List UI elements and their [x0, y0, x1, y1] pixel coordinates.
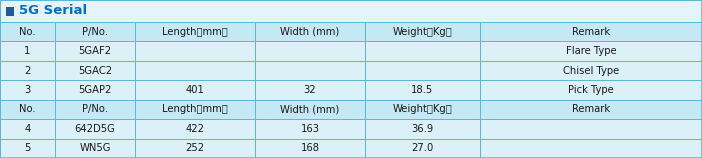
Bar	[255, 119, 365, 139]
Text: 5GAC2: 5GAC2	[78, 66, 112, 76]
Bar	[365, 80, 480, 100]
Text: 168: 168	[300, 143, 319, 153]
Text: Chisel Type: Chisel Type	[563, 66, 619, 76]
Bar	[255, 61, 365, 80]
Bar	[0, 61, 55, 80]
Bar	[55, 61, 135, 80]
Bar	[55, 80, 135, 100]
Text: Width (mm): Width (mm)	[280, 104, 340, 114]
Bar	[365, 41, 480, 61]
Text: No.: No.	[19, 104, 36, 114]
Bar	[480, 41, 702, 61]
Bar	[0, 0, 702, 22]
Bar	[55, 139, 135, 158]
Bar	[480, 119, 702, 139]
Bar	[480, 22, 702, 41]
Bar	[135, 119, 255, 139]
Text: 1: 1	[25, 46, 31, 56]
Bar	[0, 139, 55, 158]
Text: 163: 163	[300, 124, 319, 134]
Text: 5GAF2: 5GAF2	[79, 46, 112, 56]
Text: Flare Type: Flare Type	[566, 46, 616, 56]
Text: 2: 2	[25, 66, 31, 76]
Text: 27.0: 27.0	[411, 143, 434, 153]
Bar	[365, 22, 480, 41]
Bar	[0, 80, 55, 100]
Text: P/No.: P/No.	[82, 27, 108, 37]
Text: Remark: Remark	[572, 104, 610, 114]
Text: Width (mm): Width (mm)	[280, 27, 340, 37]
Bar	[135, 80, 255, 100]
Text: Weight（Kg）: Weight（Kg）	[392, 27, 452, 37]
Bar	[135, 41, 255, 61]
Text: Length（mm）: Length（mm）	[162, 104, 228, 114]
Bar	[135, 61, 255, 80]
Bar	[0, 41, 55, 61]
Text: 5: 5	[25, 143, 31, 153]
Bar	[480, 100, 702, 119]
Bar	[255, 100, 365, 119]
Text: 5GAP2: 5GAP2	[79, 85, 112, 95]
Text: 36.9: 36.9	[411, 124, 434, 134]
Bar	[365, 139, 480, 158]
Bar	[0, 22, 55, 41]
Bar	[55, 100, 135, 119]
Bar	[6, 6, 14, 15]
Text: 3: 3	[25, 85, 31, 95]
Text: 252: 252	[185, 143, 204, 153]
Text: 32: 32	[304, 85, 317, 95]
Text: WN5G: WN5G	[79, 143, 111, 153]
Text: 422: 422	[185, 124, 204, 134]
Text: Remark: Remark	[572, 27, 610, 37]
Bar	[135, 100, 255, 119]
Bar	[255, 22, 365, 41]
Text: No.: No.	[19, 27, 36, 37]
Text: 642D5G: 642D5G	[74, 124, 115, 134]
Bar	[255, 139, 365, 158]
Bar	[365, 100, 480, 119]
Bar	[55, 119, 135, 139]
Bar	[0, 100, 55, 119]
Text: P/No.: P/No.	[82, 104, 108, 114]
Bar	[55, 22, 135, 41]
Bar	[365, 119, 480, 139]
Text: 5G Serial: 5G Serial	[19, 4, 87, 18]
Bar	[55, 41, 135, 61]
Bar	[135, 22, 255, 41]
Bar	[480, 61, 702, 80]
Bar	[0, 119, 55, 139]
Text: Pick Type: Pick Type	[568, 85, 614, 95]
Bar	[135, 139, 255, 158]
Text: 18.5: 18.5	[411, 85, 434, 95]
Text: 401: 401	[185, 85, 204, 95]
Bar	[365, 61, 480, 80]
Bar	[480, 80, 702, 100]
Text: 4: 4	[25, 124, 31, 134]
Bar	[255, 80, 365, 100]
Text: Weight（Kg）: Weight（Kg）	[392, 104, 452, 114]
Text: Length（mm）: Length（mm）	[162, 27, 228, 37]
Bar	[255, 41, 365, 61]
Bar	[480, 139, 702, 158]
